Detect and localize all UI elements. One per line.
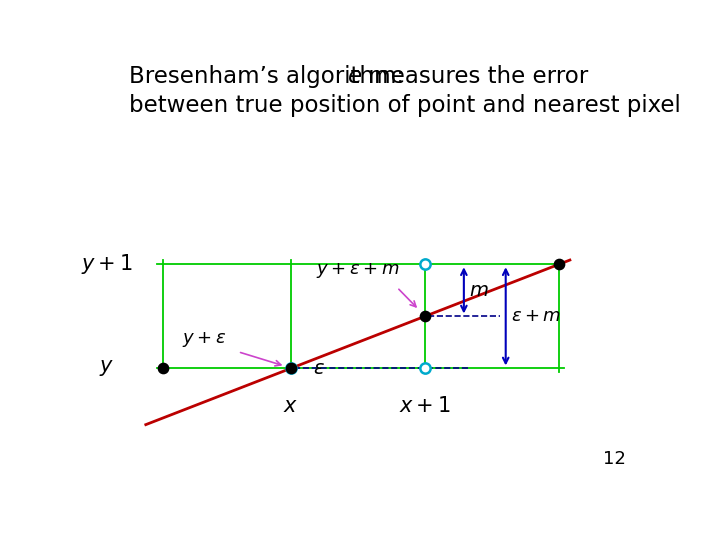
Text: $\epsilon+m$: $\epsilon+m$: [511, 307, 562, 326]
Text: $y$: $y$: [99, 359, 114, 379]
Text: $x$: $x$: [284, 396, 298, 416]
Point: [157, 364, 168, 373]
Text: $y+\epsilon+m$: $y+\epsilon+m$: [316, 261, 400, 280]
Point: [419, 364, 431, 373]
Point: [285, 364, 297, 373]
Text: measures the error: measures the error: [361, 65, 588, 87]
Text: 12: 12: [603, 450, 626, 468]
Point: [419, 260, 431, 269]
Text: $m$: $m$: [469, 281, 489, 300]
Text: Bresenham’s algorithm:: Bresenham’s algorithm:: [129, 65, 411, 87]
Text: $\epsilon$: $\epsilon$: [313, 359, 325, 378]
Point: [553, 260, 564, 269]
Text: between true position of point and nearest pixel: between true position of point and neare…: [129, 94, 681, 117]
Text: $y+1$: $y+1$: [81, 252, 132, 276]
Point: [285, 364, 297, 373]
Text: e: e: [348, 65, 362, 87]
Text: $x+1$: $x+1$: [399, 396, 451, 416]
Point: [419, 312, 431, 321]
Text: $y+\epsilon$: $y+\epsilon$: [182, 330, 227, 349]
